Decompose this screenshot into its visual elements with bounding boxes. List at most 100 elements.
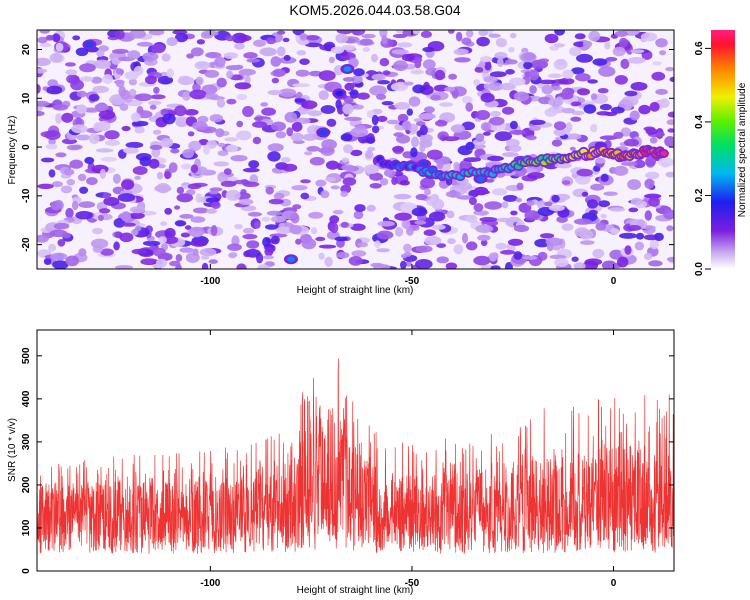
heatmap-blob [227,243,242,251]
heatmap-blob [162,113,176,125]
heatmap-blob [476,36,490,47]
heatmap-blob [405,260,412,267]
y-tick-label: 0 [21,144,32,150]
heatmap-blob [573,218,592,225]
heatmap-blob [291,185,308,191]
heatmap-blob [86,177,98,186]
heatmap-blob [216,77,227,88]
heatmap-blob [361,33,376,39]
heatmap-blob [238,34,252,42]
heatmap-blob [117,193,136,202]
heatmap-blob [408,96,421,107]
heatmap-blob [336,104,345,115]
heatmap-blob [263,255,274,260]
heatmap-blob [48,169,56,178]
heatmap-blob [242,181,260,187]
heatmap-blob [609,207,626,212]
heatmap-blob [242,227,255,234]
heatmap-blob [612,46,626,57]
heatmap-blob [665,67,674,72]
heatmap-blob [174,205,181,210]
heatmap-blob [648,196,660,207]
heatmap-blob [436,243,447,249]
heatmap-blob [44,130,61,140]
heatmap-blob [500,249,516,255]
heatmap-blob [480,239,488,247]
heatmap-blob [259,47,277,57]
heatmap-blob [155,258,168,267]
heatmap-blob [79,186,89,194]
heatmap-blob [499,82,516,91]
heatmap-blob [644,178,655,189]
heatmap-blob [586,199,599,209]
heatmap-blob [442,136,460,142]
heatmap-blob [265,224,279,230]
heatmap-blob [271,215,286,223]
heatmap-blob [494,51,508,60]
heatmap-blob [320,105,336,114]
heatmap-blob [304,151,313,156]
heatmap-blob [66,144,82,151]
heatmap-blob [270,56,282,67]
heatmap-blob [599,135,618,140]
heatmap-blob [484,201,503,210]
heatmap-blob [262,237,271,247]
x-tick-label: -50 [405,578,420,589]
heatmap-blob [100,156,118,162]
heatmap-blob [125,141,144,149]
heatmap-blob [450,124,465,133]
heatmap-blob [253,221,261,229]
heatmap-blob [634,241,645,251]
heatmap-blob [100,248,114,256]
heatmap-blob [209,187,223,192]
heatmap-blob [545,237,563,247]
heatmap-blob [410,147,418,158]
heatmap-blob [644,210,652,221]
heatmap-blob [509,32,517,39]
heatmap-blob [638,104,651,115]
heatmap-blob [396,30,404,34]
heatmap-blob [528,125,541,131]
heatmap-blob [495,37,507,48]
heatmap-blob [376,248,390,253]
colorbar: 0.0 0.2 0.4 0.6 Normalized spectral amplitu… [694,30,748,276]
colorbar-tick-label: 0.6 [694,41,705,55]
heatmap-blob [445,190,461,198]
heatmap-blob [224,137,239,142]
heatmap-blob [289,224,302,235]
heatmap-blob [584,258,603,266]
heatmap-blob [581,191,589,197]
heatmap-blob [528,69,540,81]
heatmap-blob [575,73,591,82]
heatmap-blob [215,128,225,138]
heatmap-blob [573,41,586,47]
heatmap-blob [487,155,504,162]
heatmap-blob [330,46,345,54]
heatmap-blob [182,148,194,159]
heatmap-blob [649,101,660,112]
heatmap-blob [78,248,87,257]
heatmap-blob [52,260,69,269]
heatmap-blob [424,188,431,196]
heatmap-blob [423,229,436,236]
heatmap-blob [420,30,432,38]
heatmap-blob [284,111,298,123]
heatmap-blob [62,232,71,239]
heatmap-blob [261,216,271,222]
heatmap-blob [104,130,120,140]
heatmap-blob [268,198,284,205]
heatmap-blob [624,245,632,255]
heatmap-blob [324,256,333,267]
heatmap-blob [391,49,409,55]
heatmap-blob [351,75,363,84]
heatmap-blob [200,255,210,260]
heatmap-blob [37,183,54,189]
heatmap-blob [208,259,218,264]
heatmap-blob [195,193,203,203]
heatmap-blob [280,157,291,163]
heatmap-blob [382,70,391,76]
heatmap-blob [595,157,606,164]
heatmap-blob [477,234,491,241]
heatmap-blob [526,200,535,206]
heatmap-blob [37,84,41,94]
